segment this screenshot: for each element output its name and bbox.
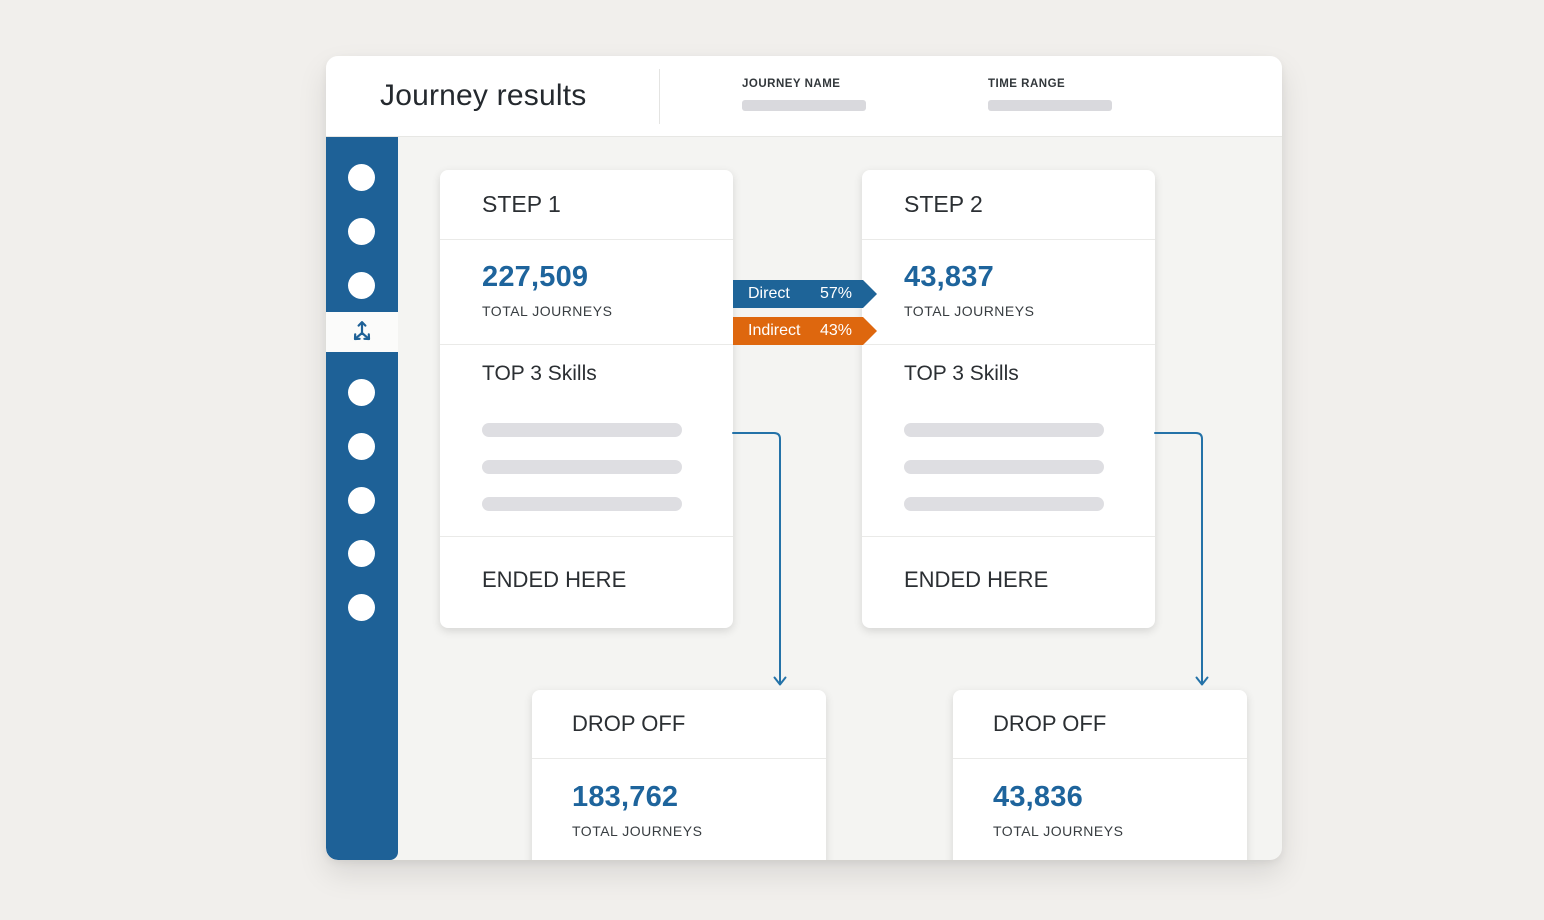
journey-split-icon (349, 317, 375, 348)
drop-off-1-total-label: TOTAL JOURNEYS (572, 823, 703, 839)
step-1-card[interactable]: STEP 1 227,509 TOTAL JOURNEYS TOP 3 Skil… (440, 170, 733, 628)
drop-off-1-total-journeys: 183,762 (572, 781, 679, 813)
sidebar-item-3[interactable] (348, 272, 375, 299)
skill-placeholder-bar (482, 460, 682, 474)
skill-placeholder-bar (904, 423, 1104, 437)
panel-header: Journey results JOURNEY NAME TIME RANGE (326, 56, 1282, 137)
direct-percent: 57% (819, 285, 852, 302)
step-1-ended-here: ENDED HERE (482, 567, 627, 592)
step-2-card[interactable]: STEP 2 43,837 TOTAL JOURNEYS TOP 3 Skill… (862, 170, 1155, 628)
drop-off-2-total-label: TOTAL JOURNEYS (993, 823, 1124, 839)
skill-placeholder-bar (482, 497, 682, 511)
header-divider (659, 69, 660, 124)
direct-label: Direct (748, 285, 790, 302)
step-2-total-label: TOTAL JOURNEYS (904, 303, 1035, 319)
sidebar-item-1[interactable] (348, 164, 375, 191)
drop-off-2-total-journeys: 43,836 (993, 781, 1083, 813)
drop-off-1-title: DROP OFF (572, 711, 686, 736)
indirect-percent: 43% (819, 322, 852, 339)
sidebar-item-7[interactable] (348, 540, 375, 567)
step-2-skills-title: TOP 3 Skills (904, 362, 1019, 385)
step-1-total-label: TOTAL JOURNEYS (482, 303, 613, 319)
sidebar-item-2[interactable] (348, 218, 375, 245)
drop-off-1-card[interactable]: DROP OFF 183,762 TOTAL JOURNEYS (532, 690, 826, 860)
indirect-label: Indirect (748, 322, 801, 339)
drop-off-2-card[interactable]: DROP OFF 43,836 TOTAL JOURNEYS (953, 690, 1247, 860)
journey-name-placeholder[interactable] (742, 100, 866, 111)
page-title: Journey results (380, 79, 587, 112)
journey-name-label: JOURNEY NAME (742, 78, 841, 90)
time-range-label: TIME RANGE (988, 78, 1066, 90)
skill-placeholder-bar (482, 423, 682, 437)
step-2-total-journeys: 43,837 (904, 261, 994, 293)
sidebar-item-8[interactable] (348, 594, 375, 621)
journey-results-panel: Journey results JOURNEY NAME TIME RANGE (326, 56, 1282, 860)
time-range-field[interactable]: TIME RANGE (988, 78, 1112, 111)
step-2-title: STEP 2 (904, 191, 983, 217)
sidebar-item-5[interactable] (348, 433, 375, 460)
step-1-title: STEP 1 (482, 191, 561, 217)
indirect-transition-badge[interactable]: Indirect 43% (733, 317, 877, 345)
sidebar-item-4[interactable] (348, 379, 375, 406)
step-1-total-journeys: 227,509 (482, 261, 589, 293)
drop-off-2-title: DROP OFF (993, 711, 1107, 736)
time-range-placeholder[interactable] (988, 100, 1112, 111)
sidebar-item-journeys-active[interactable] (326, 312, 398, 352)
journey-name-field[interactable]: JOURNEY NAME (742, 78, 866, 111)
direct-transition-badge[interactable]: Direct 57% (733, 280, 877, 308)
sidebar (326, 137, 398, 860)
sidebar-item-6[interactable] (348, 487, 375, 514)
step-1-skills-title: TOP 3 Skills (482, 362, 597, 385)
skill-placeholder-bar (904, 497, 1104, 511)
skill-placeholder-bar (904, 460, 1104, 474)
step-2-ended-here: ENDED HERE (904, 567, 1049, 592)
